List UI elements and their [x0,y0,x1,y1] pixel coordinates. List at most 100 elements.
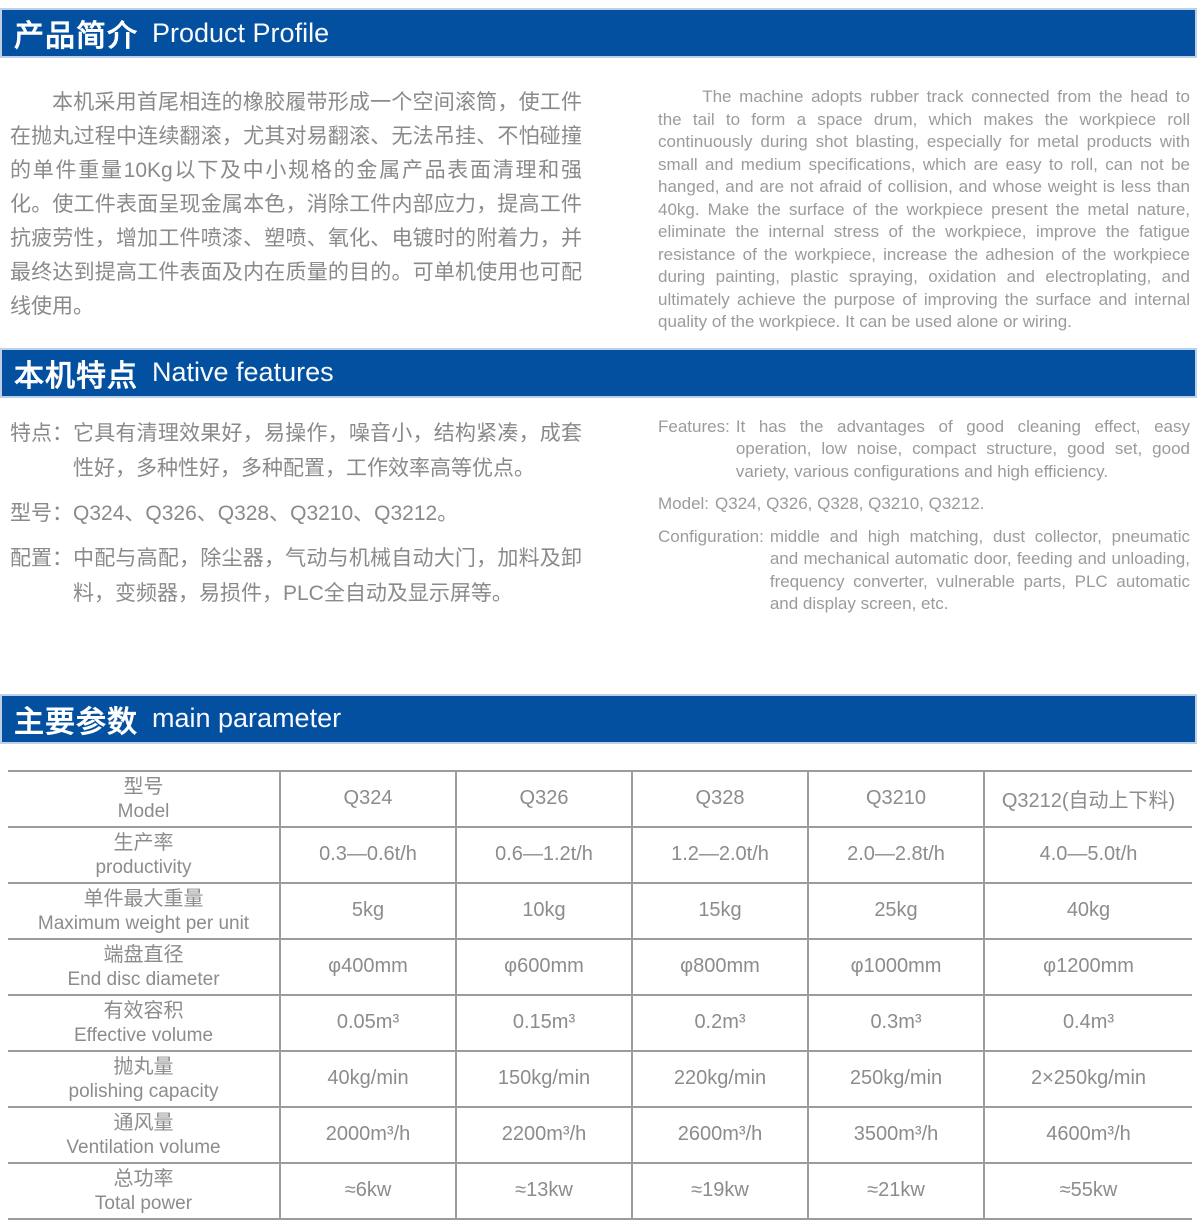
parameter-value-q324: 5kg [279,881,457,940]
parameter-value-q324: ≈6kw [279,1161,457,1220]
profile-text-en: The machine adopts rubber track connecte… [658,87,1190,331]
feature-item-en: Model: Q324, Q326, Q328, Q3210, Q3212. [658,493,1190,516]
parameter-value-q324: 2000m³/h [279,1105,457,1164]
section-header-main-parameter: 主要参数 main parameter [0,693,1197,744]
parameter-name-en: productivity [95,856,192,878]
parameter-row: 型号 Model Q324 Q326 Q328 Q3210 Q3212(自动上下… [8,769,1192,828]
parameter-value-q3212: 4.0—5.0t/h [983,825,1192,884]
product-profile-title-zh: 产品简介 [14,20,138,53]
parameter-label-cell: 有效容积 Effective volume [8,993,281,1052]
parameter-value-q3210: 2.0—2.8t/h [807,825,985,884]
feature-label: Model: [658,494,710,513]
parameter-value-q3210: 25kg [807,881,985,940]
parameter-name-zh: 端盘直径 [103,943,184,966]
parameter-name-en: Maximum weight per unit [37,912,250,934]
main-parameter-title-en: main parameter [152,703,342,733]
parameter-name-zh: 抛丸量 [113,1055,174,1078]
feature-text: 它具有清理效果好，易操作，噪音小，结构紧凑，成套性好，多种性好，多种配置，工作效… [73,421,582,480]
native-features-title-en: Native features [152,357,334,387]
parameter-value-q328: 220kg/min [631,1049,809,1108]
parameter-name-en: Ventilation volume [66,1136,221,1158]
feature-text: It has the advantages of good cleaning e… [735,416,1190,481]
parameter-row: 生产率 productivity 0.3—0.6t/h 0.6—1.2t/h 1… [8,825,1192,884]
parameter-label-cell: 端盘直径 End disc diameter [8,937,281,996]
parameter-value-q326: ≈13kw [455,1161,633,1220]
parameter-value-q328: 15kg [631,881,809,940]
parameter-row: 有效容积 Effective volume 0.05m³ 0.15m³ 0.2m… [8,993,1192,1052]
features-list-zh: 特点： 它具有清理效果好，易操作，噪音小，结构紧凑，成套性好，多种性好，多种配置… [10,416,582,626]
parameter-label-cell: 总功率 Total power [8,1161,281,1220]
main-parameter-title-zh: 主要参数 [14,705,138,739]
parameter-value-q326: 150kg/min [455,1049,633,1108]
parameter-value-q3212: 0.4m³ [983,993,1192,1052]
parameter-value-q3210: Q3210 [807,769,985,828]
product-profile-section: 本机采用首尾相连的橡胶履带形成一个空间滚筒，使工件在抛丸过程中连续翻滚，尤其对易… [10,86,1190,334]
parameter-value-q3210: 0.3m³ [807,993,985,1052]
parameter-value-q326: 0.15m³ [455,993,633,1052]
parameter-value-q3212: 4600m³/h [983,1105,1192,1164]
feature-text: middle and high matching, dust collector… [769,526,1190,614]
parameter-value-q326: 2200m³/h [455,1105,633,1164]
feature-label: Features: [658,416,730,436]
parameters-table-body: 型号 Model Q324 Q326 Q328 Q3210 Q3212(自动上下… [8,769,1192,1220]
parameter-value-q3210: 250kg/min [807,1049,985,1108]
features-list-en: Features: It has the advantages of good … [658,416,1190,626]
native-features-section: 特点： 它具有清理效果好，易操作，噪音小，结构紧凑，成套性好，多种性好，多种配置… [10,416,1190,626]
product-profile-title-en: Product Profile [152,17,330,48]
parameter-value-q326: Q326 [455,769,633,828]
parameter-row: 总功率 Total power ≈6kw ≈13kw ≈19kw ≈21kw ≈… [8,1161,1192,1220]
feature-text: Q324、Q326、Q328、Q3210、Q3212。 [73,501,459,525]
parameter-value-q326: 0.6—1.2t/h [455,825,633,884]
section-header-product-profile: 产品简介 Product Profile [0,8,1197,58]
parameter-value-q3212: Q3212(自动上下料) [983,769,1192,828]
parameter-name-en: polishing capacity [68,1080,219,1102]
profile-column-en: The machine adopts rubber track connecte… [658,86,1190,334]
parameter-name-en: Model [117,800,170,822]
native-features-title-zh: 本机特点 [14,359,138,393]
parameter-name-en: Effective volume [73,1024,214,1046]
parameter-value-q328: 1.2—2.0t/h [631,825,809,884]
parameters-table: 型号 Model Q324 Q326 Q328 Q3210 Q3212(自动上下… [8,769,1192,1220]
parameter-name-zh: 有效容积 [103,999,184,1022]
parameter-name-zh: 生产率 [113,831,174,854]
parameter-name-zh: 总功率 [113,1167,174,1190]
parameter-value-q324: 0.05m³ [279,993,457,1052]
parameter-label-cell: 单件最大重量 Maximum weight per unit [8,881,281,940]
parameter-value-q324: Q324 [279,769,457,828]
parameter-name-zh: 型号 [123,775,164,798]
parameter-value-q328: 0.2m³ [631,993,809,1052]
parameter-value-q3212: φ1200mm [983,937,1192,996]
profile-text-zh: 本机采用首尾相连的橡胶履带形成一个空间滚筒，使工件在抛丸过程中连续翻滚，尤其对易… [10,91,582,318]
feature-text: Q324, Q326, Q328, Q3210, Q3212. [715,494,985,513]
feature-label: 型号： [10,501,73,525]
feature-item-en: Configuration: middle and high matching,… [658,526,1190,616]
parameter-value-q3210: 3500m³/h [807,1105,985,1164]
parameter-value-q324: 0.3—0.6t/h [279,825,457,884]
parameter-value-q3210: ≈21kw [807,1161,985,1220]
parameter-value-q324: 40kg/min [279,1049,457,1108]
parameter-label-cell: 生产率 productivity [8,825,281,884]
parameter-label-cell: 型号 Model [8,769,281,828]
parameter-value-q326: 10kg [455,881,633,940]
parameter-value-q3210: φ1000mm [807,937,985,996]
parameter-value-q328: Q328 [631,769,809,828]
parameter-value-q328: ≈19kw [631,1161,809,1220]
parameter-row: 端盘直径 End disc diameter φ400mm φ600mm φ80… [8,937,1192,996]
parameter-row: 通风量 Ventilation volume 2000m³/h 2200m³/h… [8,1105,1192,1164]
feature-item-zh: 配置： 中配与高配，除尘器，气动与机械自动大门，加料及卸料，变频器，易损件，PL… [10,541,582,611]
parameter-value-q3212: 2×250kg/min [983,1049,1192,1108]
feature-text: 中配与高配，除尘器，气动与机械自动大门，加料及卸料，变频器，易损件，PLC全自动… [73,546,582,605]
parameter-name-zh: 通风量 [113,1111,174,1134]
feature-item-zh: 型号： Q324、Q326、Q328、Q3210、Q3212。 [10,496,582,531]
parameter-label-cell: 通风量 Ventilation volume [8,1105,281,1164]
parameter-label-cell: 抛丸量 polishing capacity [8,1049,281,1108]
parameter-name-en: Total power [94,1192,193,1214]
parameter-value-q3212: 40kg [983,881,1192,940]
parameter-value-q328: 2600m³/h [631,1105,809,1164]
section-header-native-features: 本机特点 Native features [0,347,1197,398]
parameter-value-q324: φ400mm [279,937,457,996]
parameter-value-q326: φ600mm [455,937,633,996]
parameter-row: 单件最大重量 Maximum weight per unit 5kg 10kg … [8,881,1192,940]
parameter-row: 抛丸量 polishing capacity 40kg/min 150kg/mi… [8,1049,1192,1108]
feature-item-zh: 特点： 它具有清理效果好，易操作，噪音小，结构紧凑，成套性好，多种性好，多种配置… [10,416,582,486]
